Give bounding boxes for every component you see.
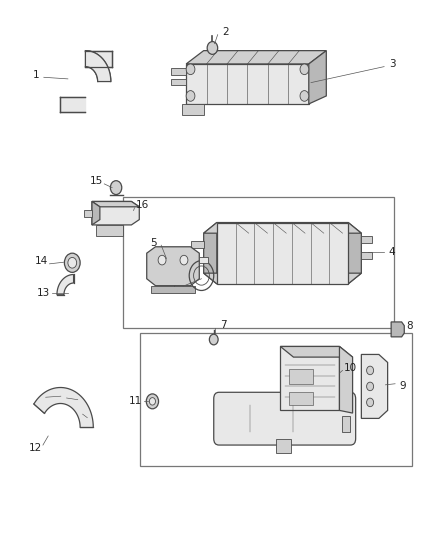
Polygon shape — [34, 387, 93, 427]
Circle shape — [180, 255, 188, 265]
Bar — [289, 392, 313, 405]
Circle shape — [68, 257, 77, 268]
Bar — [84, 210, 92, 217]
Text: 9: 9 — [399, 382, 406, 391]
Circle shape — [146, 394, 159, 409]
Polygon shape — [92, 201, 139, 207]
Polygon shape — [309, 51, 326, 104]
Text: 11: 11 — [129, 396, 142, 406]
Bar — [217, 223, 348, 284]
Bar — [289, 369, 313, 384]
Bar — [199, 257, 208, 263]
Polygon shape — [147, 247, 199, 286]
Text: 15: 15 — [90, 176, 103, 186]
Bar — [361, 252, 372, 259]
Circle shape — [300, 91, 309, 101]
Polygon shape — [57, 274, 74, 295]
Polygon shape — [280, 346, 339, 410]
Bar — [171, 79, 186, 85]
Text: 5: 5 — [150, 238, 157, 247]
Circle shape — [367, 398, 374, 407]
Circle shape — [186, 64, 195, 75]
Circle shape — [149, 398, 155, 405]
Circle shape — [110, 181, 122, 195]
Polygon shape — [204, 223, 361, 233]
Circle shape — [186, 91, 195, 101]
Polygon shape — [151, 286, 195, 293]
Text: 4: 4 — [389, 247, 396, 256]
Polygon shape — [85, 51, 111, 82]
Circle shape — [367, 366, 374, 375]
Text: 8: 8 — [406, 321, 413, 331]
Bar — [140, 333, 412, 466]
Bar — [276, 439, 291, 453]
Bar — [123, 197, 394, 328]
Bar — [361, 236, 372, 243]
Circle shape — [209, 334, 218, 345]
Circle shape — [207, 42, 218, 54]
Text: 14: 14 — [35, 256, 48, 266]
Polygon shape — [348, 223, 361, 284]
Text: 13: 13 — [37, 288, 50, 298]
Text: 7: 7 — [220, 320, 227, 330]
Circle shape — [64, 253, 80, 272]
Text: 12: 12 — [28, 443, 42, 453]
Polygon shape — [92, 201, 139, 225]
Polygon shape — [204, 273, 361, 284]
Polygon shape — [339, 346, 353, 413]
Polygon shape — [391, 322, 404, 337]
Text: 6: 6 — [172, 284, 179, 294]
Polygon shape — [182, 104, 204, 115]
Polygon shape — [92, 201, 100, 225]
Circle shape — [300, 64, 309, 75]
Polygon shape — [186, 64, 309, 104]
Circle shape — [158, 255, 166, 265]
FancyBboxPatch shape — [214, 392, 356, 445]
Text: 3: 3 — [389, 59, 396, 69]
Polygon shape — [186, 51, 326, 64]
Polygon shape — [96, 225, 123, 236]
Text: 10: 10 — [344, 363, 357, 373]
Text: 1: 1 — [32, 70, 39, 79]
Polygon shape — [204, 223, 217, 284]
Bar — [342, 416, 350, 432]
Bar — [191, 241, 204, 248]
Circle shape — [367, 382, 374, 391]
Text: 16: 16 — [136, 200, 149, 210]
Bar — [171, 68, 186, 75]
Polygon shape — [361, 354, 388, 418]
Text: 2: 2 — [222, 27, 229, 37]
Polygon shape — [280, 346, 353, 357]
